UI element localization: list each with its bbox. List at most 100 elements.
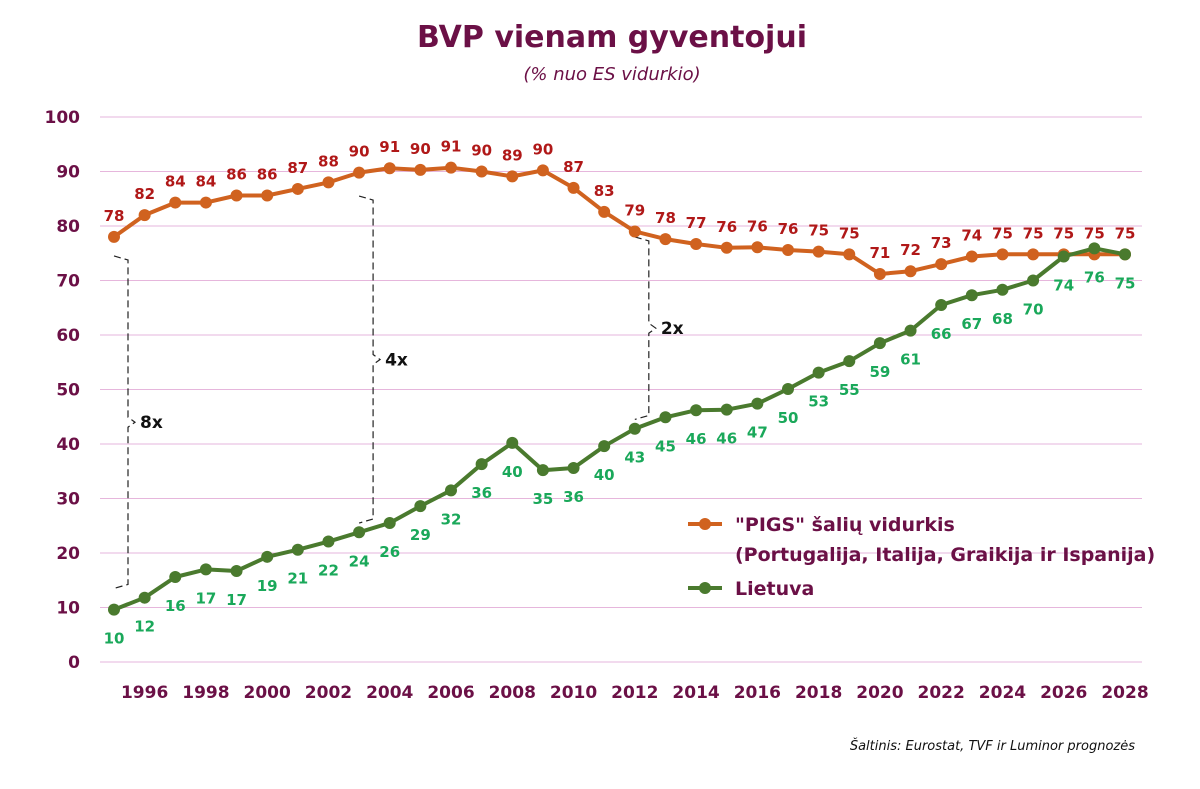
data-point-pigs — [536, 164, 549, 177]
data-label-pigs: 91 — [379, 138, 400, 156]
data-label-pigs: 87 — [563, 158, 584, 176]
data-label-pigs: 75 — [1084, 224, 1105, 242]
data-label-lt: 50 — [778, 409, 799, 427]
data-point-lt — [108, 603, 120, 616]
data-point-pigs — [138, 209, 151, 222]
x-tick-label: 1998 — [182, 683, 229, 703]
data-label-lt: 36 — [563, 488, 584, 506]
data-label-lt: 53 — [808, 393, 829, 411]
data-label-pigs: 90 — [532, 140, 553, 158]
x-tick-label: 2006 — [427, 683, 474, 703]
data-label-lt: 29 — [410, 526, 431, 544]
data-point-pigs — [169, 196, 182, 209]
annotation-bracket — [634, 236, 657, 421]
data-label-lt: 75 — [1115, 274, 1136, 292]
data-point-lt — [598, 440, 611, 453]
data-label-pigs: 79 — [624, 201, 645, 219]
data-label-lt: 40 — [502, 463, 523, 481]
x-tick-label: 2024 — [979, 683, 1026, 703]
data-label-pigs: 90 — [471, 142, 492, 160]
x-tick-label: 2026 — [1040, 683, 1087, 703]
legend-marker-pigs-dot — [699, 518, 711, 530]
data-point-pigs — [567, 181, 580, 194]
annotation-label: 4x — [385, 351, 408, 371]
annotation-bracket — [113, 255, 137, 590]
data-point-lt — [445, 484, 457, 497]
y-axis: 0 10 20 30 40 50 60 70 80 90 100 — [45, 108, 81, 673]
data-label-pigs: 76 — [747, 217, 768, 235]
y-tick-label: 30 — [56, 490, 80, 510]
data-point-pigs — [414, 163, 427, 176]
data-label-lt: 74 — [1053, 277, 1074, 295]
data-point-lt — [230, 564, 243, 577]
data-label-lt: 16 — [165, 597, 186, 615]
data-label-lt: 45 — [655, 437, 676, 455]
x-tick-label: 2022 — [918, 683, 965, 703]
data-label-lt: 55 — [839, 381, 860, 399]
x-tick-label: 2012 — [611, 683, 658, 703]
data-point-lt — [1088, 242, 1101, 255]
data-label-lt: 32 — [441, 510, 462, 528]
legend-marker-lt-dot — [699, 582, 711, 594]
data-labels: 78 82 84 84 86 86 87 88 90 91 90 91 90 89 90 87 83 79 78 77… — [104, 138, 1136, 648]
x-tick-label: 1996 — [121, 683, 168, 703]
chart-subtitle: (% nuo ES vidurkio) — [523, 64, 700, 85]
legend-label-lt: Lietuva — [735, 578, 814, 600]
data-label-pigs: 83 — [594, 182, 615, 200]
data-label-lt: 61 — [900, 351, 921, 369]
data-point-lt — [965, 289, 978, 302]
data-label-pigs: 78 — [655, 209, 676, 227]
data-point-pigs — [873, 267, 886, 280]
y-tick-label: 20 — [56, 544, 80, 564]
data-label-pigs: 82 — [134, 185, 155, 203]
data-point-lt — [782, 382, 794, 395]
data-point-lt — [506, 436, 519, 449]
data-label-pigs: 76 — [716, 218, 737, 236]
data-point-lt — [322, 535, 335, 548]
data-point-lt — [843, 355, 856, 368]
data-point-lt — [536, 464, 549, 477]
y-tick-label: 10 — [56, 599, 80, 619]
data-point-lt — [1057, 250, 1070, 263]
grid — [100, 116, 1142, 663]
data-point-lt — [751, 397, 764, 410]
data-label-lt: 24 — [349, 552, 370, 570]
data-point-pigs — [506, 170, 519, 183]
x-tick-label: 2016 — [734, 683, 781, 703]
data-point-lt — [904, 324, 917, 337]
y-tick-label: 50 — [56, 381, 80, 401]
data-point-lt — [199, 563, 212, 576]
data-label-pigs: 91 — [441, 138, 462, 156]
data-point-pigs — [690, 237, 703, 250]
data-point-pigs — [996, 248, 1009, 261]
data-point-pigs — [475, 165, 488, 178]
data-label-lt: 43 — [624, 449, 645, 467]
source-note: Šaltinis: Eurostat, TVF ir Luminor progn… — [850, 738, 1135, 754]
x-tick-label: 2008 — [489, 683, 536, 703]
data-point-lt — [1119, 248, 1131, 261]
data-point-lt — [812, 366, 825, 379]
y-tick-label: 40 — [56, 435, 80, 455]
data-label-lt: 19 — [257, 577, 278, 595]
series-line-pigs — [112, 165, 1125, 276]
data-label-pigs: 78 — [104, 207, 125, 225]
x-tick-label: 2002 — [305, 683, 352, 703]
data-label-pigs: 72 — [900, 241, 921, 259]
data-label-lt: 10 — [104, 630, 125, 648]
data-point-lt — [935, 299, 948, 312]
data-label-pigs: 75 — [839, 224, 860, 242]
x-axis: 1996 1998 2000 2002 2004 2006 2008 2010 2012 2014… — [121, 683, 1149, 703]
data-point-pigs — [935, 258, 948, 271]
data-label-pigs: 90 — [349, 143, 370, 161]
x-tick-label: 2018 — [795, 683, 842, 703]
data-point-lt — [628, 422, 641, 435]
series-line-lt — [113, 246, 1126, 612]
y-tick-label: 100 — [45, 108, 81, 128]
data-point-pigs — [353, 166, 366, 179]
data-label-pigs: 87 — [287, 159, 308, 177]
y-tick-label: 70 — [56, 272, 80, 292]
data-label-pigs: 76 — [778, 220, 799, 238]
data-point-pigs — [230, 189, 243, 202]
data-label-lt: 47 — [747, 424, 768, 442]
